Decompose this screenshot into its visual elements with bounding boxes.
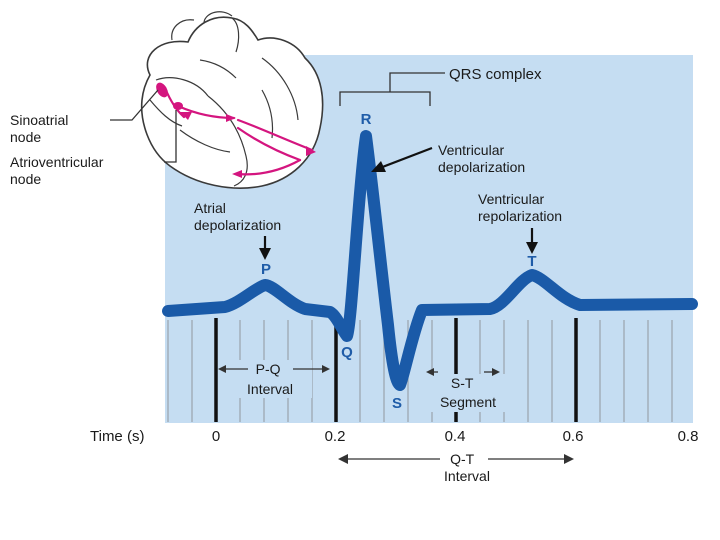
t-wave-label: T bbox=[527, 253, 536, 270]
tick-label-0.8: 0.8 bbox=[678, 428, 699, 445]
q-wave-label: Q bbox=[341, 344, 353, 361]
tick-label-0.6: 0.6 bbox=[563, 428, 584, 445]
tick-label-0: 0 bbox=[212, 428, 220, 445]
sinoatrial-node-annotation: Sinoatrial node bbox=[10, 89, 159, 145]
heart-illustration bbox=[140, 11, 324, 189]
st-segment-annotation: S-T Segment bbox=[424, 368, 516, 412]
atrioventricular-node-label: Atrioventricular node bbox=[10, 154, 107, 187]
s-wave-label: S bbox=[392, 395, 402, 412]
ventricular-repolarization-label: Ventricular repolarization bbox=[478, 191, 562, 224]
major-time-grid bbox=[214, 318, 578, 422]
sinoatrial-node-label: Sinoatrial node bbox=[10, 112, 72, 145]
qt-interval-annotation: Q-T Interval bbox=[338, 451, 574, 484]
atrioventricular-node-annotation: Atrioventricular node bbox=[10, 110, 177, 187]
tick-label-0.2: 0.2 bbox=[325, 428, 346, 445]
qt-interval-label: Q-T Interval bbox=[444, 451, 490, 484]
ventricular-depolarization-label: Ventricular depolarization bbox=[438, 142, 525, 175]
heart-outline bbox=[140, 16, 324, 189]
r-wave-label: R bbox=[361, 111, 372, 128]
ecg-trace bbox=[162, 130, 698, 391]
qrs-complex-label: QRS complex bbox=[449, 66, 542, 83]
pq-interval-annotation: P-Q Interval bbox=[218, 360, 330, 398]
pq-interval-label: P-Q Interval bbox=[247, 361, 293, 397]
st-segment-label: S-T Segment bbox=[440, 375, 496, 410]
atrial-depolarization-label: Atrial depolarization bbox=[194, 200, 281, 233]
qrs-bracket bbox=[339, 72, 445, 106]
tick-label-0.4: 0.4 bbox=[445, 428, 466, 445]
ventricular-repolarization-annotation: Ventricular repolarization bbox=[478, 191, 562, 254]
p-wave-label: P bbox=[261, 261, 271, 278]
ventricular-depolarization-annotation: Ventricular depolarization bbox=[371, 142, 525, 175]
atrial-depolarization-annotation: Atrial depolarization bbox=[194, 200, 281, 260]
time-axis-label: Time (s) bbox=[90, 428, 144, 445]
